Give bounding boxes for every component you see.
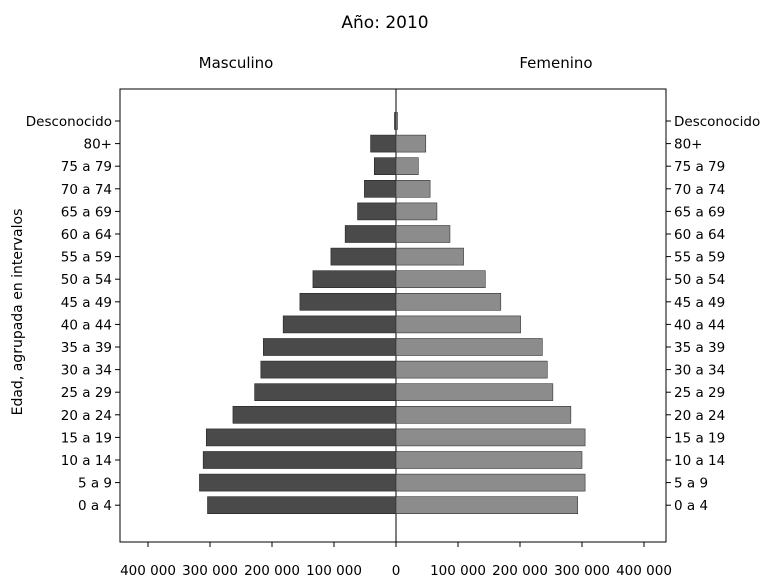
right-category-label: 80+	[674, 137, 703, 153]
x-tick-label: 200 000	[492, 563, 548, 578]
x-tick-label: 400 000	[616, 563, 672, 578]
left-category-label: Desconocido	[26, 114, 112, 130]
x-tick-label: 0	[392, 563, 401, 578]
bar-masculino-55-a-59	[330, 247, 397, 266]
right-category-label: 70 a 74	[674, 182, 725, 198]
bar-masculino-40-a-44	[282, 315, 397, 334]
right-category-label: 20 a 24	[674, 408, 725, 424]
right-category-label: 5 a 9	[674, 476, 708, 492]
left-category-label: 50 a 54	[61, 272, 112, 288]
x-tick-label: 100 000	[430, 563, 486, 578]
left-category-label: 0 a 4	[78, 498, 112, 514]
right-category-label: Desconocido	[674, 114, 760, 130]
bar-femenino-50-a-54	[395, 270, 486, 289]
bar-masculino-5-a-9	[199, 473, 397, 492]
left-category-label: 70 a 74	[61, 182, 112, 198]
bar-femenino-20-a-24	[395, 405, 572, 424]
bar-femenino-35-a-39	[395, 338, 543, 356]
bar-femenino-80	[395, 134, 427, 153]
right-category-label: 10 a 14	[674, 453, 725, 469]
x-tick-label: 100 000	[306, 563, 362, 578]
masculino-panel-label: Masculino	[199, 54, 274, 72]
bar-femenino-5-a-9	[395, 473, 586, 492]
bar-femenino-65-a-69	[395, 202, 438, 221]
left-category-label: 55 a 59	[61, 250, 112, 266]
left-category-label: 45 a 49	[61, 295, 112, 311]
left-category-label: 10 a 14	[61, 453, 112, 469]
bar-masculino-45-a-49	[299, 292, 397, 311]
bar-masculino-65-a-69	[357, 202, 397, 221]
right-category-label: 25 a 29	[674, 385, 725, 401]
bar-femenino-70-a-74	[395, 180, 431, 198]
bar-masculino-75-a-79	[373, 157, 397, 175]
left-category-label: 75 a 79	[61, 159, 112, 175]
femenino-panel-label: Femenino	[519, 54, 592, 72]
bar-masculino-15-a-19	[205, 428, 397, 447]
x-tick-label: 200 000	[244, 563, 300, 578]
x-tick-label: 400 000	[120, 563, 176, 578]
bar-femenino-0-a-4	[395, 496, 578, 515]
right-category-label: 50 a 54	[674, 272, 725, 288]
bar-femenino-45-a-49	[395, 292, 502, 311]
right-category-label: 60 a 64	[674, 227, 725, 243]
left-category-label: 5 a 9	[78, 476, 112, 492]
right-category-label: 75 a 79	[674, 159, 725, 175]
bar-masculino-70-a-74	[364, 180, 397, 198]
right-category-label: 0 a 4	[674, 498, 708, 514]
bar-femenino-15-a-19	[395, 428, 586, 447]
bar-femenino-desconocido	[395, 112, 398, 130]
right-category-label: 65 a 69	[674, 204, 725, 220]
y-axis-label: Edad, agrupada en intervalos	[10, 209, 26, 416]
plot-area-frame	[119, 88, 667, 543]
bar-masculino-50-a-54	[312, 270, 397, 289]
bar-masculino-35-a-39	[263, 338, 397, 356]
bar-femenino-75-a-79	[395, 157, 419, 175]
left-category-label: 20 a 24	[61, 408, 112, 424]
bar-femenino-25-a-29	[395, 383, 554, 402]
right-category-label: 35 a 39	[674, 340, 725, 356]
left-category-label: 25 a 29	[61, 385, 112, 401]
right-category-label: 40 a 44	[674, 317, 725, 333]
bar-masculino-0-a-4	[207, 496, 397, 515]
bar-femenino-10-a-14	[395, 451, 583, 469]
bar-femenino-30-a-34	[395, 360, 548, 379]
left-category-label: 15 a 19	[61, 430, 112, 446]
right-category-label: 15 a 19	[674, 430, 725, 446]
left-category-label: 30 a 34	[61, 363, 112, 379]
left-category-label: 80+	[84, 137, 113, 153]
right-category-label: 30 a 34	[674, 363, 725, 379]
x-tick-label: 300 000	[554, 563, 610, 578]
left-category-label: 60 a 64	[61, 227, 112, 243]
bar-masculino-20-a-24	[232, 405, 397, 424]
chart-title: Año: 2010	[341, 13, 428, 33]
x-tick-label: 300 000	[182, 563, 238, 578]
left-category-label: 35 a 39	[61, 340, 112, 356]
right-category-label: 55 a 59	[674, 250, 725, 266]
bar-masculino-10-a-14	[202, 451, 397, 469]
left-category-label: 40 a 44	[61, 317, 112, 333]
left-category-label: 65 a 69	[61, 204, 112, 220]
bar-masculino-80	[370, 134, 397, 153]
bar-femenino-40-a-44	[395, 315, 521, 334]
chart-marks: Desconocido Desconocido 80+ 80+ 75 a 79 75 a …	[26, 89, 760, 578]
bar-femenino-60-a-64	[395, 225, 451, 243]
right-category-label: 45 a 49	[674, 295, 725, 311]
bar-masculino-25-a-29	[254, 383, 397, 402]
bar-femenino-55-a-59	[395, 247, 464, 266]
bar-masculino-30-a-34	[260, 360, 397, 379]
bar-masculino-60-a-64	[344, 225, 397, 243]
